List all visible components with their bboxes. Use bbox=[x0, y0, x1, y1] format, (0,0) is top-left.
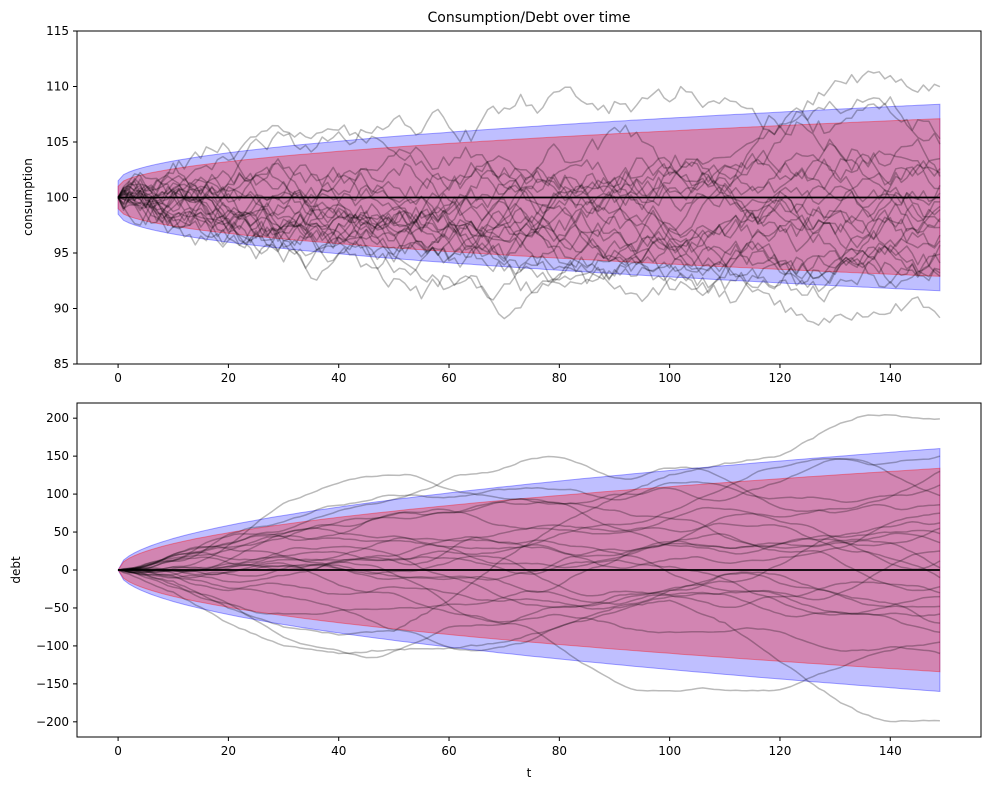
x-tick-label: 80 bbox=[552, 744, 567, 758]
sample-path-line bbox=[117, 506, 941, 571]
sample-path-line bbox=[118, 555, 941, 609]
sample-path-line bbox=[118, 536, 940, 633]
sample-path-line bbox=[118, 481, 941, 571]
sample-path-line bbox=[117, 196, 941, 326]
consumption-panel: 0 20 40 60 80 100 120 140 85 90 95 100 105 110 115 Cons… bbox=[21, 10, 982, 385]
sample-path-line bbox=[118, 545, 940, 624]
sample-path-line bbox=[118, 470, 941, 579]
x-tick-label: 60 bbox=[441, 744, 456, 758]
x-axis-label: t bbox=[527, 766, 532, 780]
chart-title: Consumption/Debt over time bbox=[428, 10, 631, 26]
sample-path-line bbox=[117, 180, 941, 320]
sample-path-line bbox=[117, 138, 941, 269]
y-tick-label: 100 bbox=[46, 191, 69, 205]
sample-path-line bbox=[118, 567, 940, 610]
sample-path-line bbox=[118, 539, 941, 593]
x-tick-label: 0 bbox=[114, 371, 122, 385]
y-tick-label: −50 bbox=[44, 601, 69, 615]
sample-path-line bbox=[118, 550, 940, 615]
y-tick-label: 50 bbox=[54, 525, 69, 539]
sample-path-line bbox=[118, 522, 941, 579]
sample-path-line bbox=[117, 149, 941, 252]
sample-path-line bbox=[117, 85, 941, 206]
sample-path-line bbox=[117, 190, 941, 303]
sample-path-line bbox=[118, 455, 941, 571]
x-tick-label: 40 bbox=[331, 744, 346, 758]
y-tick-label: 85 bbox=[54, 357, 69, 371]
y-axis-label: debt bbox=[9, 556, 23, 584]
sample-path-line bbox=[117, 197, 941, 289]
x-tick-label: 140 bbox=[879, 744, 902, 758]
sample-path-line bbox=[117, 96, 941, 270]
sample-path-line bbox=[118, 550, 940, 616]
x-tick-label: 100 bbox=[658, 744, 681, 758]
sample-path-line bbox=[117, 177, 941, 267]
sample-path-line bbox=[118, 569, 941, 652]
y-tick-label: 95 bbox=[54, 246, 69, 260]
sample-path-line bbox=[117, 174, 941, 279]
sample-path-line bbox=[117, 138, 941, 229]
x-tick-label: 60 bbox=[441, 371, 456, 385]
sample-path-line bbox=[118, 512, 940, 577]
sample-path-line bbox=[117, 181, 941, 289]
y-tick-label: 110 bbox=[46, 80, 69, 94]
sample-path-line bbox=[117, 142, 941, 221]
x-tick-label: 40 bbox=[331, 371, 346, 385]
sample-path-line bbox=[117, 166, 941, 266]
y-tick-label: −100 bbox=[36, 639, 69, 653]
sample-path-line bbox=[117, 166, 940, 242]
x-tick-label: 120 bbox=[769, 371, 792, 385]
x-tick-label: 140 bbox=[879, 371, 902, 385]
plot-area bbox=[117, 70, 941, 326]
y-tick-label: −150 bbox=[36, 677, 69, 691]
sample-path-line bbox=[117, 473, 941, 592]
x-tick-label: 20 bbox=[221, 371, 236, 385]
y-tick-label: 0 bbox=[61, 563, 69, 577]
sample-path-line bbox=[117, 192, 941, 294]
sample-path-line bbox=[117, 176, 941, 277]
sample-path-line bbox=[117, 146, 940, 250]
y-tick-label: −200 bbox=[36, 715, 69, 729]
sample-path-line bbox=[117, 569, 940, 723]
y-tick-label: 105 bbox=[46, 135, 69, 149]
y-axis-label: consumption bbox=[21, 158, 35, 236]
sample-path-line bbox=[118, 521, 941, 659]
sample-path-line bbox=[117, 413, 940, 636]
x-tick-label: 0 bbox=[114, 744, 122, 758]
y-tick-label: 150 bbox=[46, 449, 69, 463]
sample-path-line bbox=[118, 457, 941, 574]
y-tick-label: 200 bbox=[46, 411, 69, 425]
sample-path-line bbox=[117, 124, 941, 258]
x-tick-label: 80 bbox=[552, 371, 567, 385]
y-tick-label: 115 bbox=[46, 24, 69, 38]
sample-path-line bbox=[117, 183, 941, 304]
y-tick-label: 90 bbox=[54, 302, 69, 316]
x-tick-label: 100 bbox=[658, 371, 681, 385]
sample-path-line bbox=[117, 158, 941, 272]
y-tick-label: 100 bbox=[46, 487, 69, 501]
sample-path-line bbox=[117, 162, 940, 285]
x-tick-label: 20 bbox=[221, 744, 236, 758]
sample-path-line bbox=[117, 560, 941, 692]
sample-path-line bbox=[118, 455, 940, 571]
sample-path-line bbox=[117, 163, 941, 253]
debt-panel: 0 20 40 60 80 100 120 140 −200 −150 −100 −50 0 50 100 1… bbox=[9, 402, 982, 780]
sample-path-line bbox=[117, 70, 941, 200]
sample-path-line bbox=[118, 562, 941, 655]
plot-area bbox=[117, 413, 941, 723]
sample-path-line bbox=[118, 501, 941, 571]
sample-path-line bbox=[118, 529, 941, 581]
sample-path-line bbox=[118, 532, 941, 573]
x-tick-label: 120 bbox=[769, 744, 792, 758]
